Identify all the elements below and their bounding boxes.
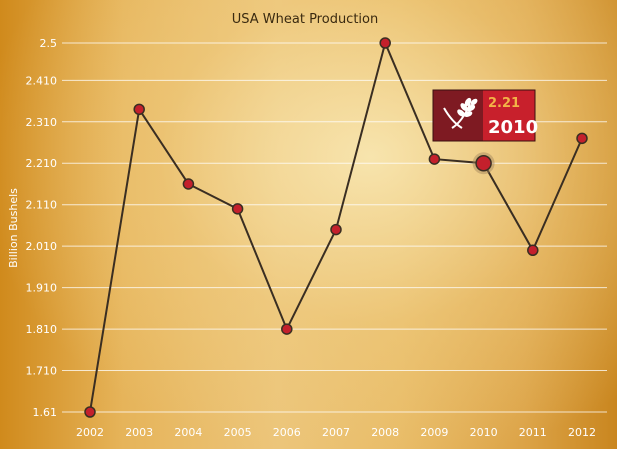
data-point[interactable] [330,223,342,236]
tooltip-value-bg [483,90,535,141]
wheat-icon [443,97,478,129]
x-tick-label: 2002 [76,426,104,439]
x-tick-label: 2006 [273,426,301,439]
x-tick-label: 2008 [371,426,399,439]
y-tick-label: 2.410 [26,74,58,87]
y-tick-label: 2.210 [26,157,58,170]
data-point[interactable] [428,153,441,165]
tooltip-icon-bg [433,90,483,141]
data-point[interactable] [231,203,244,215]
data-point[interactable] [133,103,145,116]
data-point[interactable] [182,178,195,190]
tooltip-year: 2010 [488,117,538,138]
y-tick-label: 2.310 [26,116,58,129]
y-tick-label: 1.61 [33,406,58,419]
tooltip-value: 2.21 [488,96,520,111]
x-tick-label: 2007 [322,426,350,439]
y-tick-label: 1.910 [26,282,58,295]
data-point[interactable] [527,244,539,257]
x-tick-label: 2011 [519,426,547,439]
y-tick-label: 2.5 [40,37,58,50]
data-point[interactable] [576,132,588,145]
tooltip: 2.21 2010 [432,89,538,142]
y-tick-label: 2.110 [26,199,58,212]
data-point-highlighted[interactable] [475,154,492,172]
x-tick-label: 2009 [420,426,448,439]
x-tick-label: 2003 [125,426,153,439]
data-point[interactable] [281,323,293,335]
data-point[interactable] [379,37,391,49]
y-axis-label: Billion Bushels [7,188,20,268]
y-tick-label: 1.710 [26,365,58,378]
x-tick-label: 2005 [224,426,252,439]
x-tick-label: 2004 [174,426,202,439]
x-tick-label: 2012 [568,426,596,439]
chart-title: USA Wheat Production [232,12,379,27]
x-tick-label: 2010 [470,426,498,439]
y-tick-label: 1.810 [26,323,58,336]
y-tick-label: 2.010 [26,240,58,253]
data-point[interactable] [84,406,96,418]
